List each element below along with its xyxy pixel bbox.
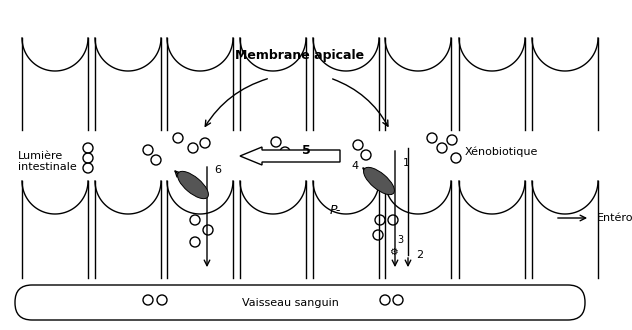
Text: intestinale: intestinale bbox=[18, 162, 76, 172]
Text: Lumière: Lumière bbox=[18, 151, 63, 161]
Text: 4: 4 bbox=[351, 161, 358, 171]
Text: Entérocytes: Entérocytes bbox=[597, 213, 632, 223]
FancyArrow shape bbox=[240, 147, 340, 165]
Ellipse shape bbox=[363, 167, 394, 195]
Text: 2: 2 bbox=[416, 250, 423, 260]
Text: ⚙: ⚙ bbox=[389, 247, 398, 257]
Ellipse shape bbox=[178, 171, 209, 199]
Text: Membrane apicale: Membrane apicale bbox=[236, 49, 365, 61]
Text: 6: 6 bbox=[214, 165, 221, 175]
Text: 1: 1 bbox=[403, 158, 410, 168]
FancyBboxPatch shape bbox=[15, 285, 585, 320]
Text: 5: 5 bbox=[301, 144, 310, 156]
Text: P-: P- bbox=[329, 204, 341, 216]
Text: Vaisseau sanguin: Vaisseau sanguin bbox=[241, 298, 339, 308]
Text: Xénobiotique: Xénobiotique bbox=[465, 147, 538, 157]
Text: 3: 3 bbox=[397, 235, 403, 245]
